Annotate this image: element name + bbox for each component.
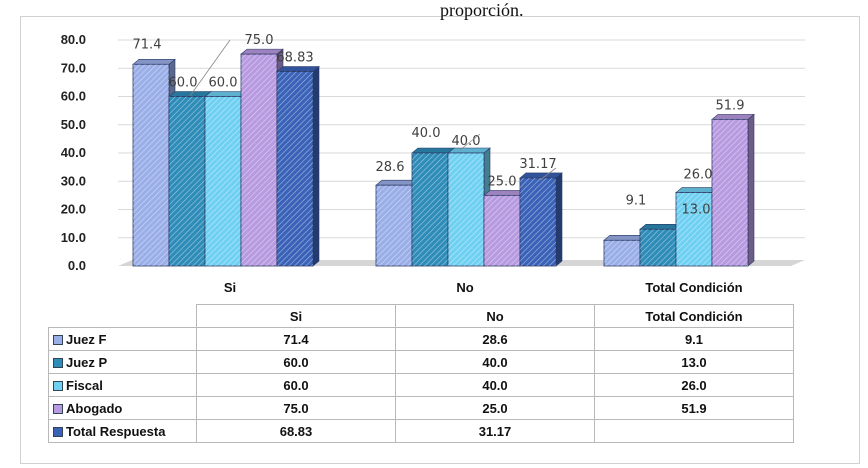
data-label: 60.0 — [169, 76, 198, 91]
legend-swatch — [53, 404, 63, 415]
bar-hatch — [640, 229, 676, 266]
row-label: Abogado — [48, 396, 197, 420]
table-row: Juez F 71.4 28.6 9.1 — [48, 327, 794, 351]
table-corner — [48, 304, 197, 328]
legend-swatch — [53, 427, 63, 438]
leader-line — [539, 167, 557, 181]
row-label: Total Respuesta — [48, 419, 197, 443]
data-label: 68.83 — [276, 51, 313, 66]
data-label: 31.17 — [519, 157, 556, 172]
row-label-text: Juez F — [66, 331, 107, 347]
data-label: 71.4 — [133, 37, 162, 52]
bars — [132, 48, 755, 267]
bar-hatch — [412, 153, 448, 266]
table-cell: 75.0 — [196, 396, 396, 420]
y-axis: 0.0 10.0 20.0 30.0 40.0 50.0 60.0 70.0 80.0 — [61, 32, 86, 273]
bar-chart: 0.0 10.0 20.0 30.0 40.0 50.0 60.0 70.0 80.0 71.4… — [61, 32, 805, 295]
data-label: 75.0 — [245, 33, 274, 48]
x-category-label: No — [456, 280, 473, 295]
x-axis: Si No Total Condición — [224, 280, 743, 295]
table-row: Abogado 75.0 25.0 51.9 — [48, 396, 794, 420]
table-cell: 31.17 — [395, 419, 595, 443]
table-cell: 40.0 — [395, 373, 595, 397]
bar-top — [519, 172, 563, 179]
bar-hatch — [604, 240, 640, 266]
column-header: Si — [196, 304, 396, 328]
table-cell: 28.6 — [395, 327, 595, 351]
x-category-label: Total Condición — [645, 280, 742, 295]
bar-top — [132, 58, 176, 65]
bar-side — [747, 113, 755, 267]
row-label: Fiscal — [48, 373, 197, 397]
bar-hatch — [676, 192, 712, 266]
table-cell: 26.0 — [594, 373, 794, 397]
data-label: 40.0 — [412, 126, 441, 141]
data-labels: 71.4 28.6 9.1 60.0 40.0 13.0 60.0 40.0 26.0 75.0 2… — [133, 33, 745, 217]
leader-line — [189, 39, 231, 97]
table-cell: 60.0 — [196, 373, 396, 397]
bar-hatch — [205, 96, 241, 266]
table-cell: 60.0 — [196, 350, 396, 374]
row-label-text: Abogado — [66, 400, 123, 416]
y-tick-label: 30.0 — [61, 173, 86, 188]
table-cell: 9.1 — [594, 327, 794, 351]
row-label: Juez P — [48, 350, 197, 374]
data-table: Si No Total Condición Juez F 71.4 28.6 9… — [48, 304, 794, 443]
table-cell: 40.0 — [395, 350, 595, 374]
legend-swatch — [53, 381, 63, 392]
table-row: Total Respuesta 68.83 31.17 — [48, 419, 794, 443]
row-label: Juez F — [48, 327, 197, 351]
table-cell: 71.4 — [196, 327, 396, 351]
bar-side — [555, 172, 563, 267]
bar-top — [276, 66, 320, 72]
bar-hatch — [448, 153, 484, 266]
y-tick-label: 40.0 — [61, 145, 86, 160]
bar-hatch — [133, 64, 169, 266]
data-label: 9.1 — [626, 193, 647, 208]
bar-hatch — [277, 71, 313, 266]
table-cell: 25.0 — [395, 396, 595, 420]
table-header-row: Si No Total Condición — [48, 304, 794, 328]
table-row: Fiscal 60.0 40.0 26.0 — [48, 373, 794, 397]
y-tick-label: 50.0 — [61, 117, 86, 132]
bar-hatch — [169, 96, 205, 266]
bar-hatch — [712, 119, 748, 266]
table-cell — [594, 419, 794, 443]
bar-hatch — [484, 195, 520, 266]
column-header: No — [395, 304, 595, 328]
table-row: Juez P 60.0 40.0 13.0 — [48, 350, 794, 374]
column-header: Total Condición — [594, 304, 794, 328]
table-cell: 51.9 — [594, 396, 794, 420]
legend-swatch — [53, 358, 63, 369]
bar-top — [711, 114, 755, 120]
y-tick-label: 60.0 — [61, 89, 86, 104]
row-label-text: Total Respuesta — [66, 423, 166, 439]
row-label-text: Fiscal — [66, 377, 103, 393]
table-cell: 68.83 — [196, 419, 396, 443]
legend-swatch — [53, 335, 63, 346]
data-label: 26.0 — [684, 168, 713, 183]
bar-top — [411, 147, 455, 154]
data-label: 51.9 — [716, 98, 745, 113]
bar-hatch — [376, 185, 412, 266]
data-label: 40.0 — [452, 134, 481, 149]
header-fragment: proporción. — [440, 0, 524, 20]
row-label-text: Juez P — [66, 354, 108, 370]
data-label: 60.0 — [209, 76, 238, 91]
data-label: 25.0 — [488, 174, 517, 189]
bar-hatch — [520, 177, 556, 266]
data-label: 13.0 — [682, 202, 711, 217]
bar-side — [312, 65, 320, 267]
table-cell: 13.0 — [594, 350, 794, 374]
y-tick-label: 20.0 — [61, 202, 86, 217]
x-category-label: Si — [224, 280, 236, 295]
bar-hatch — [241, 54, 277, 266]
data-label: 28.6 — [376, 160, 405, 175]
y-tick-label: 0.0 — [68, 258, 86, 273]
y-tick-label: 10.0 — [61, 230, 86, 245]
y-tick-label: 70.0 — [61, 60, 86, 75]
leader-line — [459, 133, 481, 151]
y-tick-label: 80.0 — [61, 32, 86, 47]
